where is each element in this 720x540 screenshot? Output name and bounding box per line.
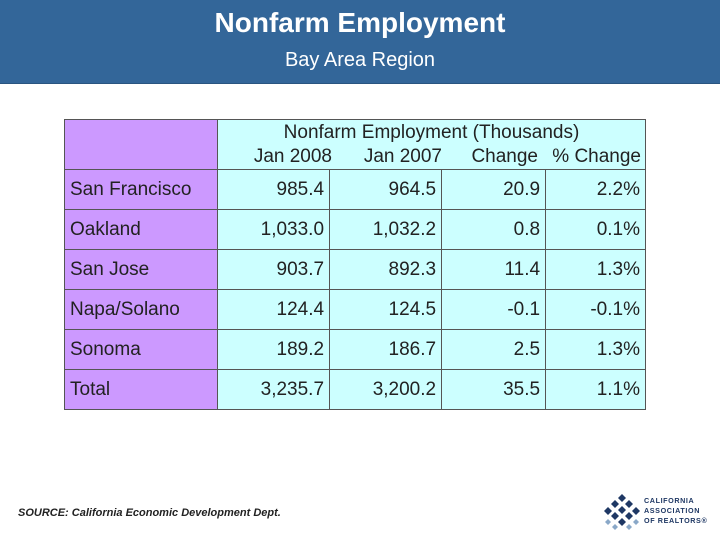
row-label: Napa/Solano	[64, 289, 218, 330]
column-header: Jan 2008	[253, 146, 332, 167]
table-cell: 186.7	[329, 329, 443, 370]
row-label: Oakland	[64, 209, 218, 250]
car-logo: CALIFORNIA ASSOCIATION OF REALTORS®	[604, 492, 714, 532]
car-logo-icon	[604, 494, 640, 530]
table-cell: 964.5	[329, 169, 443, 210]
table-cell: 2.5	[441, 329, 547, 370]
table-cell: 985.4	[216, 169, 331, 210]
row-label: Total	[64, 369, 218, 410]
table-row: Napa/Solano 124.4 124.5 -0.1 -0.1%	[64, 289, 646, 330]
table-cell: -0.1%	[545, 289, 646, 330]
table-row: Sonoma 189.2 186.7 2.5 1.3%	[64, 329, 646, 370]
title-banner: Nonfarm Employment Bay Area Region	[0, 0, 720, 84]
logo-line: OF REALTORS®	[644, 516, 708, 525]
table-cell: 20.9	[441, 169, 547, 210]
logo-line: CALIFORNIA	[644, 496, 695, 505]
table-cell: 3,200.2	[329, 369, 443, 410]
source-note: SOURCE: California Economic Development …	[18, 507, 281, 519]
page-subtitle: Bay Area Region	[284, 49, 436, 71]
car-logo-text: CALIFORNIA ASSOCIATION OF REALTORS®	[644, 496, 716, 526]
table-cell: 35.5	[441, 369, 547, 410]
column-headers: Jan 2008 Jan 2007 Change % Change	[222, 145, 641, 169]
column-header: % Change	[552, 146, 641, 167]
table-cell: 1.3%	[545, 249, 646, 290]
row-label: Sonoma	[64, 329, 218, 370]
table-cell: 3,235.7	[216, 369, 331, 410]
column-header: Change	[471, 146, 538, 167]
table-cell: 1,032.2	[329, 209, 443, 250]
table-row: Oakland 1,033.0 1,032.2 0.8 0.1%	[64, 209, 646, 250]
table-row: San Francisco 985.4 964.5 20.9 2.2%	[64, 169, 646, 210]
table-cell: 1.3%	[545, 329, 646, 370]
column-header: Jan 2007	[363, 146, 442, 167]
table-cell: 189.2	[216, 329, 331, 370]
table-header-row: Nonfarm Employment (Thousands) Jan 2008 …	[64, 119, 646, 170]
table-cell: 11.4	[441, 249, 547, 290]
table-cell: 1,033.0	[216, 209, 331, 250]
table-cell: 124.4	[216, 289, 331, 330]
table-cell: 1.1%	[545, 369, 646, 410]
header-corner-cell	[64, 119, 218, 170]
group-header: Nonfarm Employment (Thousands)	[283, 122, 580, 143]
header-cell: Nonfarm Employment (Thousands) Jan 2008 …	[217, 119, 646, 170]
table-cell: 124.5	[329, 289, 443, 330]
logo-line: ASSOCIATION	[644, 506, 700, 515]
employment-table: Nonfarm Employment (Thousands) Jan 2008 …	[64, 119, 646, 410]
table-cell: -0.1	[441, 289, 547, 330]
table-cell: 903.7	[216, 249, 331, 290]
row-label: San Francisco	[64, 169, 218, 210]
table-cell: 2.2%	[545, 169, 646, 210]
table-cell: 892.3	[329, 249, 443, 290]
table-row: San Jose 903.7 892.3 11.4 1.3%	[64, 249, 646, 290]
table-row-total: Total 3,235.7 3,200.2 35.5 1.1%	[64, 369, 646, 410]
table-cell: 0.8	[441, 209, 547, 250]
row-label: San Jose	[64, 249, 218, 290]
page-title: Nonfarm Employment	[214, 7, 506, 38]
table-cell: 0.1%	[545, 209, 646, 250]
